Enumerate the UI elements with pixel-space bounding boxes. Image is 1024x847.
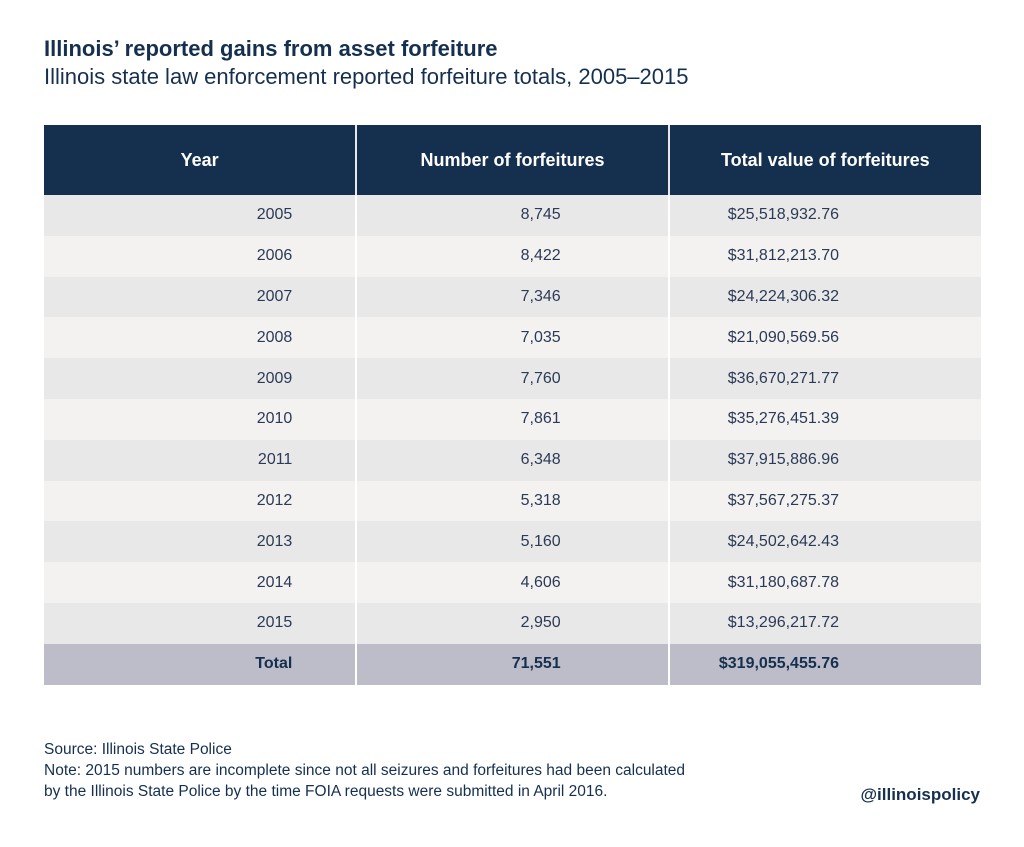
- year-cell: 2010: [44, 398, 357, 440]
- table-row: 2009 7,760 $36,670,271.77: [44, 358, 981, 399]
- count-cell: 6,348: [355, 439, 669, 481]
- table-row: 2007 7,346 $24,224,306.32: [44, 276, 981, 318]
- note-line-1: Note: 2015 numbers are incomplete since …: [44, 762, 686, 779]
- year-cell: 2005: [44, 195, 357, 236]
- year-cell: 2007: [44, 276, 357, 318]
- value-cell: $25,518,932.76: [667, 195, 981, 236]
- count-cell: 7,861: [355, 398, 669, 440]
- column-header-year: Year: [44, 125, 357, 195]
- table-row: 2015 2,950 $13,296,217.72: [44, 602, 981, 644]
- year-cell: 2014: [44, 562, 357, 603]
- year-cell: 2012: [44, 480, 357, 522]
- social-handle: @illinoispolicy: [860, 785, 980, 804]
- table-row: 2006 8,422 $31,812,213.70: [44, 235, 981, 277]
- year-cell: 2013: [44, 521, 357, 563]
- table-row: 2013 5,160 $24,502,642.43: [44, 521, 981, 563]
- table-row: 2014 4,606 $31,180,687.78: [44, 562, 981, 603]
- page-subtitle: Illinois state law enforcement reported …: [44, 64, 689, 89]
- count-cell: 4,606: [355, 562, 669, 603]
- year-cell: 2011: [44, 439, 357, 481]
- total-count-cell: 71,551: [355, 643, 669, 685]
- forfeiture-table: Year Number of forfeitures Total value o…: [44, 125, 981, 685]
- footnotes: Source: Illinois State Police Note: 2015…: [44, 739, 685, 802]
- value-cell: $13,296,217.72: [667, 602, 981, 644]
- value-cell: $31,812,213.70: [667, 235, 981, 277]
- count-cell: 5,318: [355, 480, 669, 522]
- count-cell: 8,422: [355, 235, 669, 277]
- note-line-2: by the Illinois State Police by the time…: [44, 783, 608, 800]
- total-row: Total 71,551 $319,055,455.76: [44, 643, 981, 685]
- count-cell: 8,745: [355, 195, 669, 236]
- table-row: 2008 7,035 $21,090,569.56: [44, 317, 981, 359]
- year-cell: 2015: [44, 602, 357, 644]
- table-row: 2005 8,745 $25,518,932.76: [44, 195, 981, 236]
- value-cell: $35,276,451.39: [667, 398, 981, 440]
- count-cell: 2,950: [355, 602, 669, 644]
- table-header-row: Year Number of forfeitures Total value o…: [44, 125, 981, 195]
- total-value-cell: $319,055,455.76: [667, 643, 981, 685]
- count-cell: 5,160: [355, 521, 669, 563]
- value-cell: $24,502,642.43: [667, 521, 981, 563]
- source-note: Source: Illinois State Police: [44, 741, 232, 758]
- column-header-number: Number of forfeitures: [355, 125, 669, 195]
- table-row: 2010 7,861 $35,276,451.39: [44, 398, 981, 440]
- count-cell: 7,035: [355, 317, 669, 359]
- table-row: 2012 5,318 $37,567,275.37: [44, 480, 981, 522]
- year-cell: 2006: [44, 235, 357, 277]
- column-header-value: Total value of forfeitures: [667, 125, 981, 195]
- value-cell: $37,567,275.37: [667, 480, 981, 522]
- table-row: 2011 6,348 $37,915,886.96: [44, 439, 981, 481]
- value-cell: $36,670,271.77: [667, 358, 981, 399]
- total-year-cell: Total: [44, 643, 357, 685]
- value-cell: $37,915,886.96: [667, 439, 981, 481]
- value-cell: $31,180,687.78: [667, 562, 981, 603]
- year-cell: 2008: [44, 317, 357, 359]
- year-cell: 2009: [44, 358, 357, 399]
- page-title: Illinois’ reported gains from asset forf…: [44, 36, 498, 61]
- value-cell: $21,090,569.56: [667, 317, 981, 359]
- count-cell: 7,760: [355, 358, 669, 399]
- count-cell: 7,346: [355, 276, 669, 318]
- value-cell: $24,224,306.32: [667, 276, 981, 318]
